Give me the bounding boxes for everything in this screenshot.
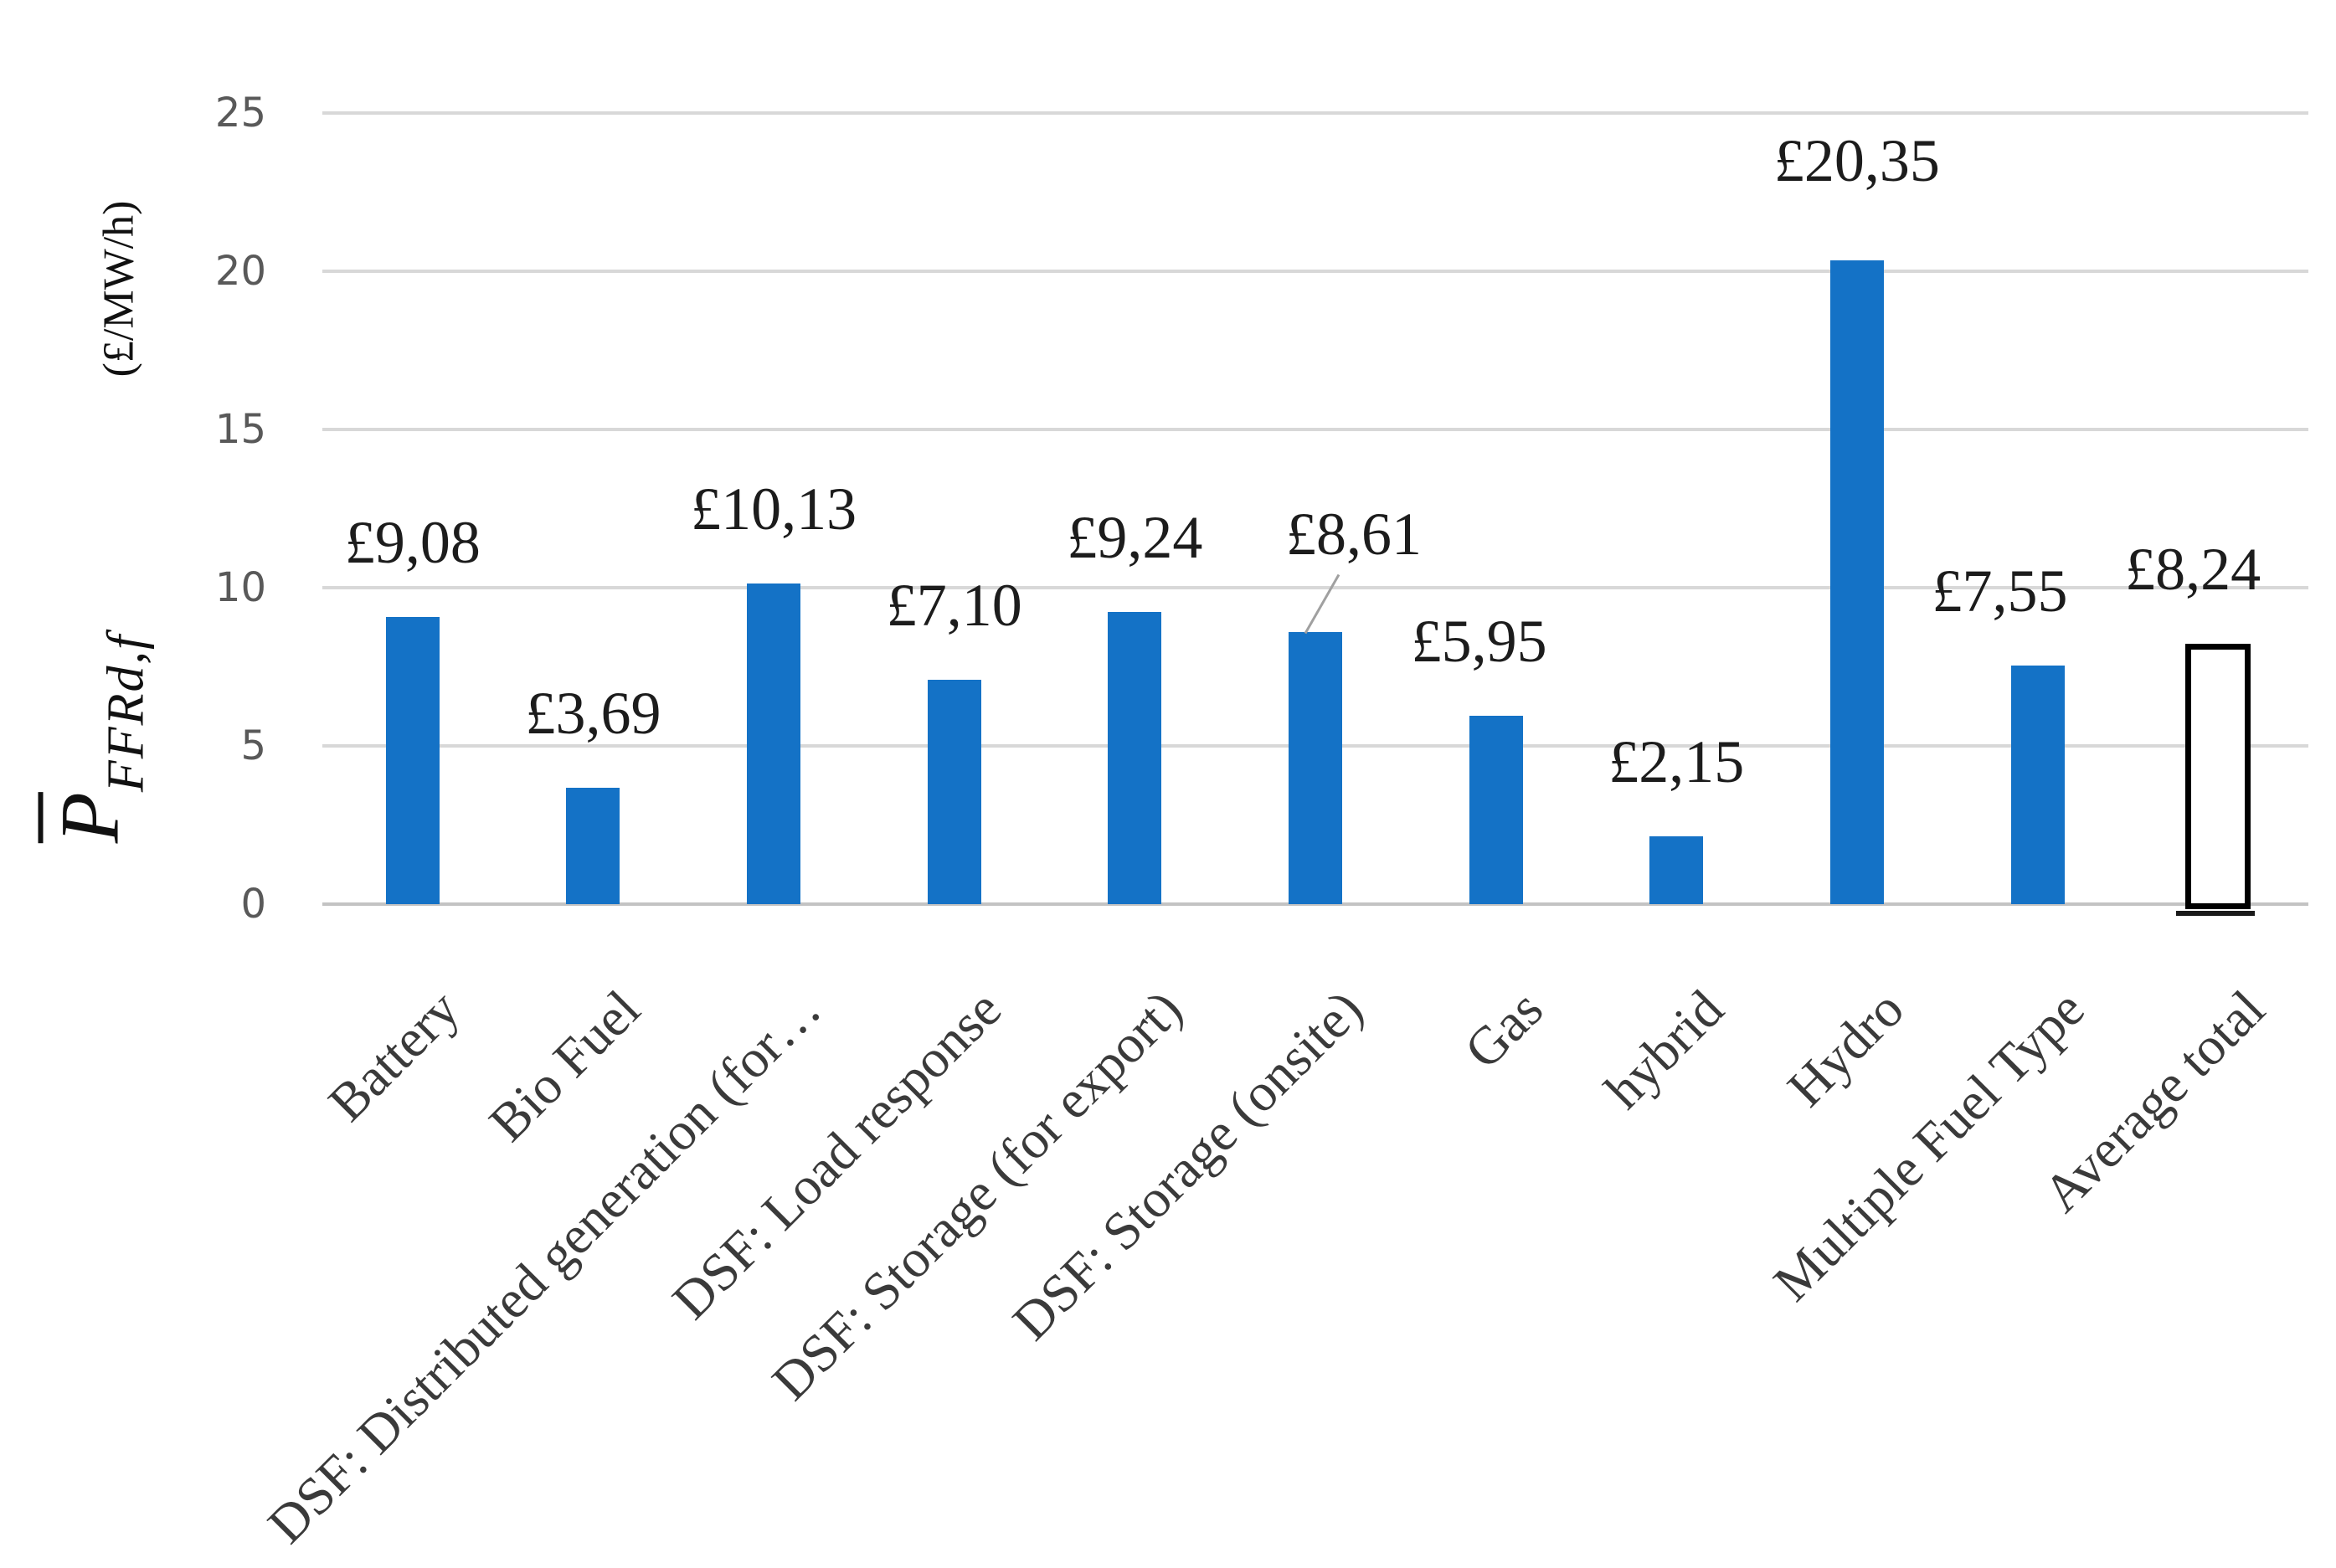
bar-value-label: £9,08 <box>344 508 481 576</box>
bar-value-label: £5,95 <box>1411 608 1547 676</box>
bar-1 <box>385 616 440 904</box>
bar-4 <box>927 679 981 904</box>
bar-value-label: £10,13 <box>691 476 857 543</box>
y-axis-symbol-p: P <box>43 792 136 844</box>
y-axis-title-unit: (£/MW/h) <box>95 200 143 378</box>
y-axis-title-symbol: PFFRd,f <box>42 634 157 843</box>
gridline-20 <box>322 270 2308 273</box>
bar-value-label: £20,35 <box>1773 126 1940 194</box>
bar-value-label: £3,69 <box>525 679 661 747</box>
x-category-label: DSF: Storage (onsite) <box>1001 979 1374 1352</box>
y-tick-label-5: 5 <box>240 722 266 769</box>
x-category-label: Hydro <box>1776 979 1916 1118</box>
average-bar-underline <box>2176 911 2256 916</box>
bar-7 <box>1469 716 1523 904</box>
x-category-label: Battery <box>316 979 471 1133</box>
bar-value-label: £8,24 <box>2125 535 2261 603</box>
bar-5 <box>1108 611 1162 904</box>
bar-9 <box>1829 260 1884 904</box>
bar-2 <box>566 787 620 904</box>
bar-10 <box>2010 665 2065 904</box>
x-category-label: Gas <box>1453 979 1555 1080</box>
x-category-label: Multiple Fuel Type <box>1762 979 2097 1313</box>
bar-value-label: £9,24 <box>1067 503 1203 571</box>
y-tick-label-10: 10 <box>214 564 266 611</box>
callout-leader-line <box>1304 573 1340 635</box>
bar-6 <box>1289 631 1342 904</box>
bar-value-label: £7,10 <box>886 571 1022 639</box>
gridline-15 <box>322 428 2308 431</box>
x-category-label: hybrid <box>1593 979 1735 1120</box>
x-category-label: DSF: Load response <box>661 979 1013 1331</box>
bar-value-label: £8,61 <box>1286 500 1422 568</box>
gridline-25 <box>322 111 2308 115</box>
bar-11 <box>2185 643 2251 909</box>
bar-8 <box>1649 835 1704 904</box>
x-category-label: Bio Fuel <box>477 979 651 1153</box>
y-tick-label-0: 0 <box>240 881 266 928</box>
y-tick-label-15: 15 <box>214 406 266 453</box>
bar-value-label: £2,15 <box>1608 727 1745 795</box>
y-axis-symbol-subscript: FFRd,f <box>97 633 155 793</box>
y-tick-label-25: 25 <box>214 90 266 136</box>
gridline-0 <box>322 902 2308 906</box>
bar-value-label: £7,55 <box>1932 557 2068 625</box>
y-tick-label-20: 20 <box>214 248 266 295</box>
bar-3 <box>747 584 801 904</box>
